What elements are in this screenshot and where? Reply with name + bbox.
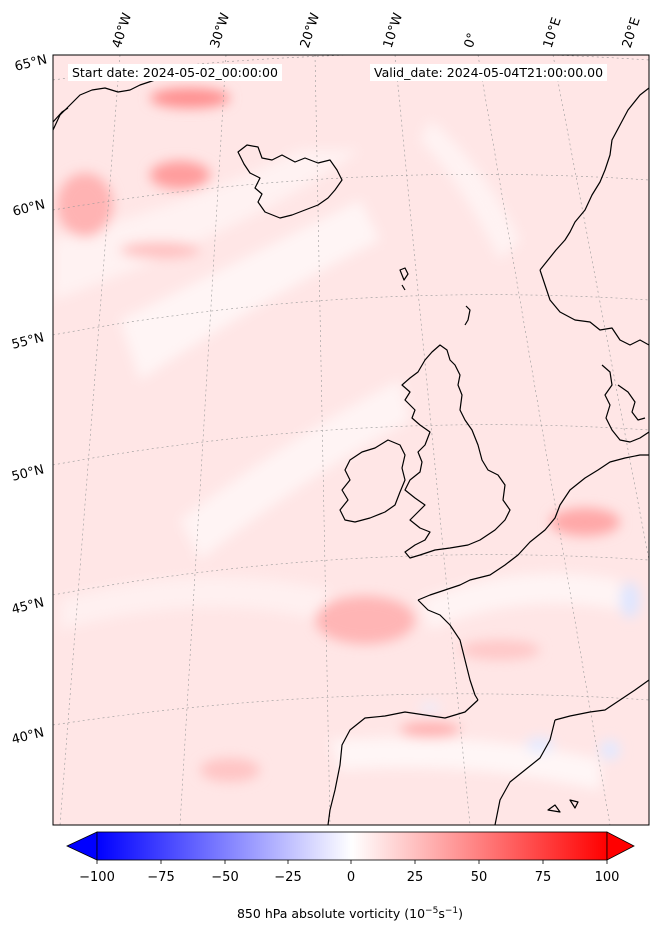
colorbar-tick: 75 [534,870,552,885]
colorbar-tick: 25 [406,870,424,885]
ireland [339,439,406,523]
iberia-east [494,719,556,825]
colorbar-tick: −75 [147,870,175,885]
vorticity-field [53,55,649,825]
denmark [601,364,649,443]
colorbar-tick: −100 [79,870,115,885]
iceland-coast [237,144,343,219]
iberia [327,699,479,825]
scandinavia-coast [539,87,649,271]
great-britain [401,344,511,559]
continent-coast [417,454,649,601]
faroe-islands [399,267,409,291]
iberia-south [554,679,649,721]
valid-date-label: Valid_date: 2024-05-04T21:00:00.00 [370,64,608,81]
balearics [547,799,579,813]
coastlines [53,67,649,825]
map-frame [52,54,650,826]
france-west [417,599,479,701]
graticule [53,55,649,825]
colorbar-tick: 0 [346,870,356,885]
greenland-coast-2 [53,107,69,123]
colorbar-tick: 50 [470,870,488,885]
start-date-label: Start date: 2024-05-02_00:00:00 [68,64,282,81]
colorbar-tick: 100 [594,870,620,885]
colorbar-tick: −25 [274,870,302,885]
colorbar-tick: −50 [211,870,239,885]
shetland [464,305,471,326]
norway-south [539,269,649,346]
colorbar [66,831,635,864]
sweden-fragment [617,384,646,421]
colorbar-label: 850 hPa absolute vorticity (10−5s−1) [236,906,463,922]
